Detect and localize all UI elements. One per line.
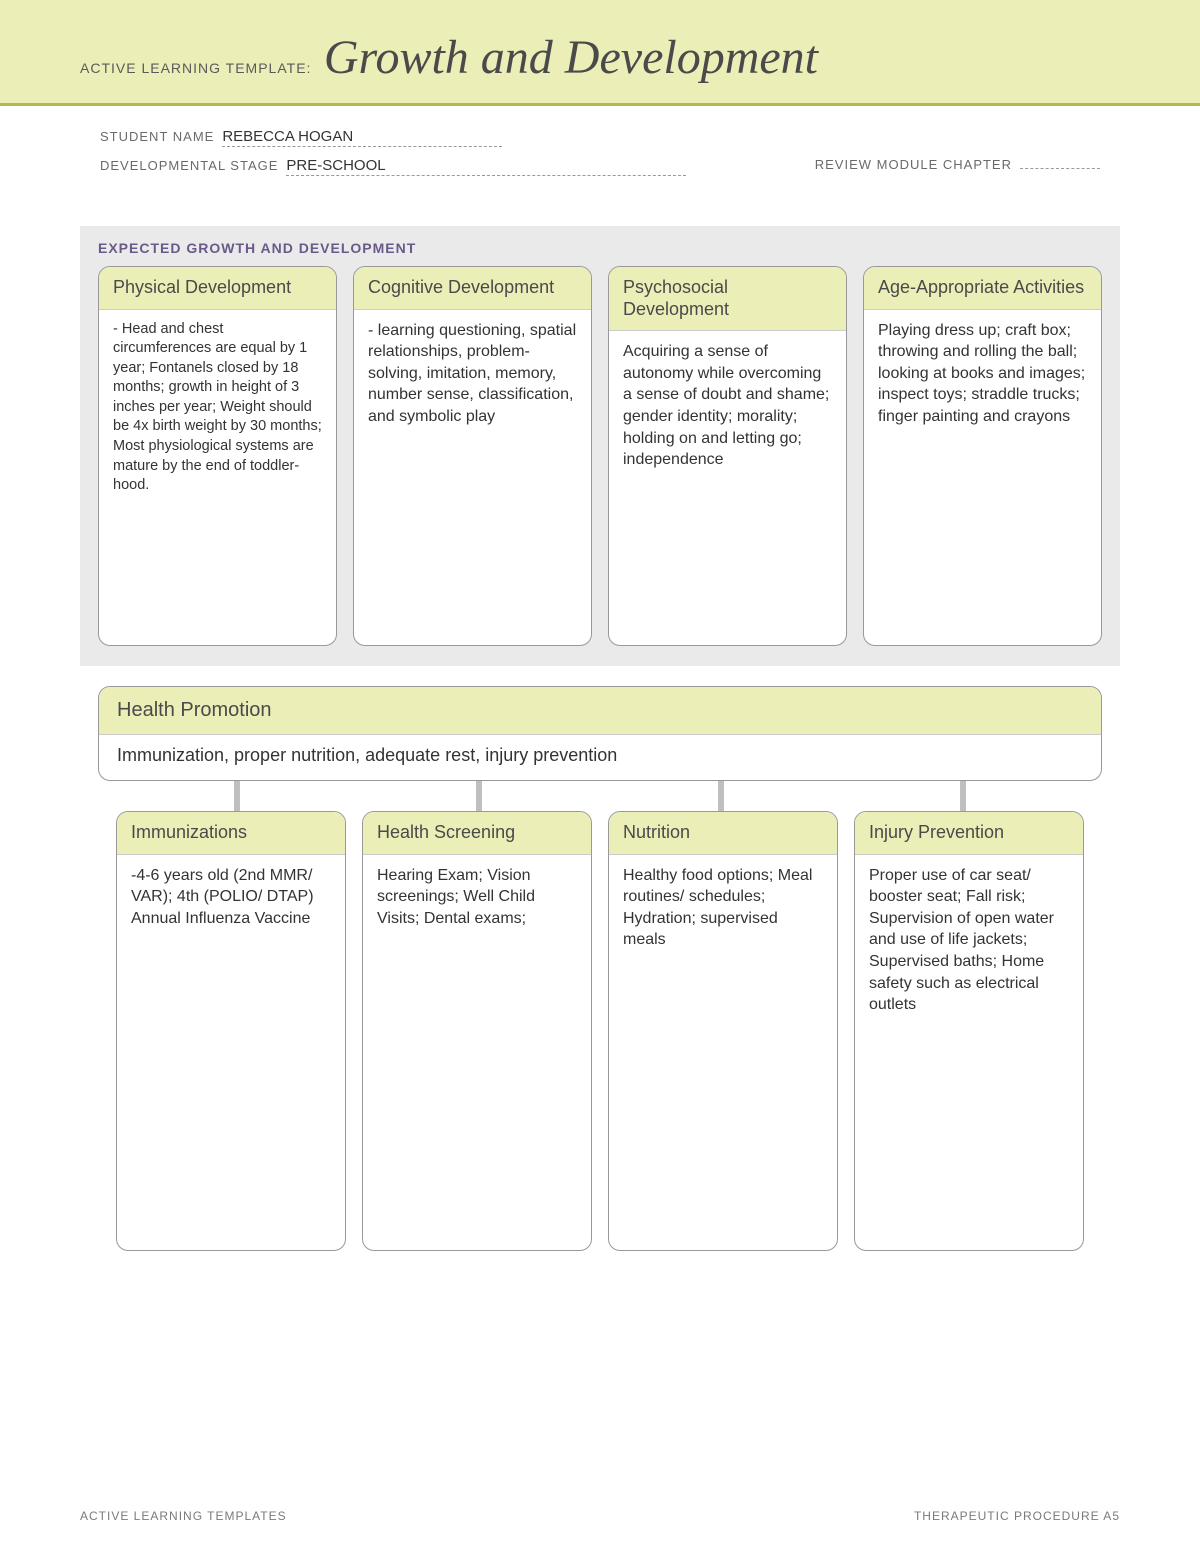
connector [358, 781, 600, 811]
health-screening-body: Hearing Exam; Vision screenings; Well Ch… [363, 855, 591, 1250]
cognitive-dev-box: Cognitive Development - learning questio… [353, 266, 592, 646]
physical-dev-body: - Head and chest circumferences are equa… [99, 310, 336, 645]
health-promotion-body: Immunization, proper nutrition, adequate… [99, 735, 1101, 780]
health-box-row: Immunizations -4-6 years old (2nd MMR/ V… [98, 811, 1102, 1251]
nutrition-title: Nutrition [609, 812, 837, 855]
connector-line [960, 781, 966, 811]
psychosocial-dev-box: Psychosocial Development Acquiring a sen… [608, 266, 847, 646]
footer-left: ACTIVE LEARNING TEMPLATES [80, 1509, 287, 1523]
connector [842, 781, 1084, 811]
page-title: Growth and Development [324, 30, 818, 85]
connector [116, 781, 358, 811]
chapter-field: REVIEW MODULE CHAPTER [815, 157, 1100, 176]
activities-box: Age-Appropriate Activities Playing dress… [863, 266, 1102, 646]
health-screening-title: Health Screening [363, 812, 591, 855]
psychosocial-dev-title: Psychosocial Development [609, 267, 846, 331]
immunizations-title: Immunizations [117, 812, 345, 855]
activities-title: Age-Appropriate Activities [864, 267, 1101, 310]
student-name-value: REBECCA HOGAN [222, 128, 502, 147]
expected-box-row: Physical Development - Head and chest ci… [80, 266, 1120, 646]
chapter-label: REVIEW MODULE CHAPTER [815, 157, 1012, 172]
health-promotion-box: Health Promotion Immunization, proper nu… [98, 686, 1102, 781]
activities-body: Playing dress up; craft box; throwing an… [864, 310, 1101, 645]
immunizations-box: Immunizations -4-6 years old (2nd MMR/ V… [116, 811, 346, 1251]
immunizations-body: -4-6 years old (2nd MMR/ VAR); 4th (POLI… [117, 855, 345, 1250]
footer: ACTIVE LEARNING TEMPLATES THERAPEUTIC PR… [80, 1509, 1120, 1523]
dev-stage-value: PRE-SCHOOL [286, 157, 686, 176]
injury-prevention-title: Injury Prevention [855, 812, 1083, 855]
injury-prevention-body: Proper use of car seat/ booster seat; Fa… [855, 855, 1083, 1250]
health-promotion-title: Health Promotion [99, 687, 1101, 735]
connector-line [476, 781, 482, 811]
expected-section: EXPECTED GROWTH AND DEVELOPMENT Physical… [80, 226, 1120, 666]
expected-section-title: EXPECTED GROWTH AND DEVELOPMENT [80, 226, 1120, 266]
connector-line [718, 781, 724, 811]
nutrition-box: Nutrition Healthy food options; Meal rou… [608, 811, 838, 1251]
health-section: Health Promotion Immunization, proper nu… [80, 686, 1120, 1251]
header-band: ACTIVE LEARNING TEMPLATE: Growth and Dev… [0, 0, 1200, 106]
connector [600, 781, 842, 811]
physical-dev-box: Physical Development - Head and chest ci… [98, 266, 337, 646]
psychosocial-dev-body: Acquiring a sense of autonomy while over… [609, 331, 846, 645]
physical-dev-title: Physical Development [99, 267, 336, 310]
connector-line [234, 781, 240, 811]
student-name-field: STUDENT NAME REBECCA HOGAN [100, 128, 502, 147]
footer-right: THERAPEUTIC PROCEDURE A5 [914, 1509, 1120, 1523]
chapter-value [1020, 168, 1100, 169]
connector-row [98, 781, 1102, 811]
page: ACTIVE LEARNING TEMPLATE: Growth and Dev… [0, 0, 1200, 1553]
meta-section: STUDENT NAME REBECCA HOGAN DEVELOPMENTAL… [0, 106, 1200, 196]
injury-prevention-box: Injury Prevention Proper use of car seat… [854, 811, 1084, 1251]
header-label: ACTIVE LEARNING TEMPLATE: [80, 60, 311, 76]
dev-stage-field: DEVELOPMENTAL STAGE PRE-SCHOOL [100, 157, 686, 176]
cognitive-dev-body: - learning questioning, spatial relation… [354, 310, 591, 645]
cognitive-dev-title: Cognitive Development [354, 267, 591, 310]
nutrition-body: Healthy food options; Meal routines/ sch… [609, 855, 837, 1250]
health-screening-box: Health Screening Hearing Exam; Vision sc… [362, 811, 592, 1251]
dev-stage-label: DEVELOPMENTAL STAGE [100, 158, 278, 173]
student-name-label: STUDENT NAME [100, 129, 214, 144]
